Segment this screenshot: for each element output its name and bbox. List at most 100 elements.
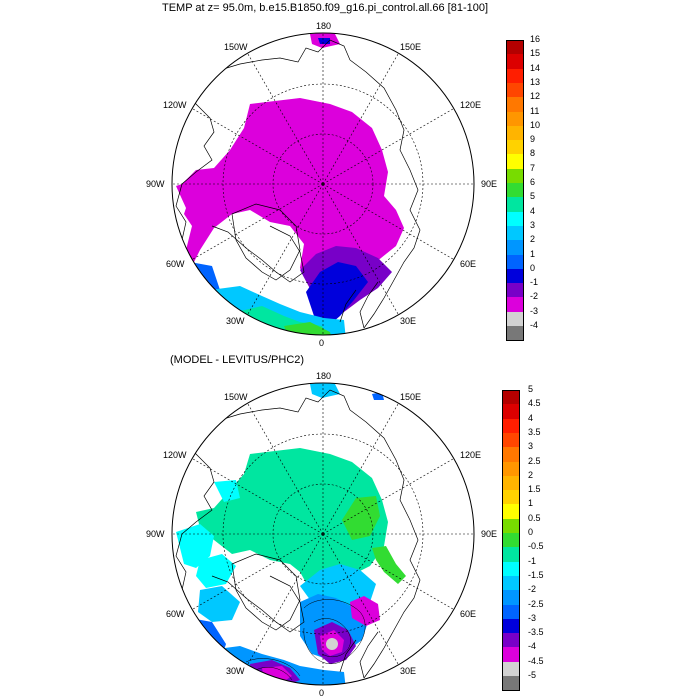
colorbar-swatch: [506, 40, 524, 55]
colorbar-swatch: [502, 633, 520, 648]
colorbar-label: -2: [530, 291, 539, 302]
lon-label-90e: 90E: [481, 529, 498, 539]
lon-label-60w: 60W: [166, 609, 185, 619]
colorbar-label: 3: [530, 219, 536, 230]
coastline-scandinavia: [339, 281, 379, 329]
colorbar-swatch: [502, 447, 520, 462]
bering-field: [310, 383, 340, 398]
colorbar-label: 3: [528, 441, 534, 452]
colorbar-swatch: [502, 647, 520, 663]
colorbar-swatch: [506, 82, 524, 98]
lon-label-150w: 150W: [224, 42, 248, 52]
colorbar-label: 2.5: [528, 455, 541, 466]
colorbar-swatch: [502, 618, 520, 634]
colorbar-label: 7: [530, 162, 536, 173]
colorbar-swatch: [506, 111, 524, 127]
lon-label-150w: 150W: [224, 392, 248, 402]
colorbar-label: 9: [530, 134, 536, 145]
colorbar-label: 1: [530, 248, 536, 259]
lon-label-90w: 90W: [146, 529, 165, 539]
lon-label-60e: 60E: [460, 609, 477, 619]
colorbar-swatch: [506, 268, 524, 284]
graticule: [172, 383, 474, 685]
colorbar-swatch: [506, 97, 524, 112]
colorbar-label: 14: [530, 62, 541, 73]
colorbar-swatch: [502, 404, 520, 420]
colorbar-label: 8: [530, 148, 536, 159]
colorbar-label: 15: [530, 48, 541, 59]
lon-label-120w: 120W: [163, 450, 187, 460]
difference-map-panel: (MODEL - LEVITUS/PHC2): [0, 350, 700, 700]
colorbar-label: 3.5: [528, 426, 541, 437]
colorbar-label: 4: [530, 205, 536, 216]
bering-field-cold: [318, 38, 330, 44]
coastline-scandinavia: [339, 631, 379, 679]
colorbar-label: 4: [528, 412, 534, 423]
map-title: TEMP at z= 95.0m, b.e15.B1850.f09_g16.pi…: [162, 2, 489, 14]
lon-label-0: 0: [319, 688, 325, 698]
lon-label-60w: 60W: [166, 259, 185, 269]
colorbar-swatch: [506, 54, 524, 70]
colorbar-swatch: [502, 590, 520, 605]
north-atlantic-hot-field: [284, 322, 332, 335]
colorbar-swatch: [506, 283, 524, 298]
colorbar-swatch: [502, 547, 520, 563]
colorbar-label: 6: [530, 177, 536, 187]
coastline-eurasia: [349, 409, 421, 679]
lon-label-30w: 30W: [226, 316, 245, 326]
colorbar-label: 0.5: [528, 512, 541, 523]
colorbar-swatch: [506, 140, 524, 155]
lon-label-90e: 90E: [481, 179, 498, 189]
map-border: [171, 32, 475, 336]
colorbar-label: -3: [530, 305, 539, 316]
colorbar-label: 2: [530, 234, 536, 245]
polar-map: [171, 382, 475, 686]
colorbar-label: 2: [528, 469, 534, 480]
colorbar-swatch: [506, 125, 524, 141]
lon-label-0: 0: [319, 338, 325, 348]
archipelago-field: [176, 178, 230, 226]
colorbar-swatch: [502, 676, 520, 691]
colorbar-label: 1.5: [528, 484, 541, 495]
colorbar-swatch: [502, 432, 520, 448]
colorbar-swatch: [506, 154, 524, 170]
colorbar-label: 13: [530, 76, 541, 87]
colorbar-label: -4.5: [528, 655, 544, 666]
colorbar-swatch: [502, 461, 520, 477]
lon-label-180: 180: [316, 21, 332, 31]
colorbar-swatch: [506, 197, 524, 213]
colorbar-label: 5: [530, 191, 536, 202]
colorbar-swatch: [502, 390, 520, 405]
graticule: [172, 33, 474, 335]
colorbar-swatch: [506, 183, 524, 198]
lon-label-30e: 30E: [400, 666, 417, 676]
norwegian-sea-min: [326, 638, 338, 650]
colorbar-label: 10: [530, 119, 541, 130]
colorbar-swatch: [502, 475, 520, 491]
colorbar-label: 0: [530, 262, 536, 273]
lon-label-150e: 150E: [400, 42, 422, 52]
lon-label-150e: 150E: [400, 392, 422, 402]
baffin-bay-field: [198, 586, 240, 622]
colorbar-swatch: [502, 518, 520, 534]
coastline-greenland: [231, 553, 301, 631]
colorbar-label: -1: [530, 277, 539, 288]
lon-label-30e: 30E: [400, 316, 417, 326]
colorbar-swatch: [506, 326, 524, 341]
colorbar-label: -1: [528, 555, 537, 566]
colorbar-swatch: [502, 533, 520, 548]
colorbar-label: -2.5: [528, 598, 544, 609]
colorbar-label: -3.5: [528, 627, 544, 638]
barents-anomaly: [350, 596, 380, 626]
colorbar-label: 12: [530, 91, 541, 102]
colorbar-label: -3: [528, 612, 537, 623]
lon-label-120e: 120E: [460, 100, 482, 110]
colorbar-label: 16: [530, 34, 541, 44]
siberian-shelf-field: [342, 496, 406, 584]
colorbar-label: -5: [528, 670, 537, 680]
lon-label-60e: 60E: [460, 259, 477, 269]
colorbar-label: -0.5: [528, 541, 544, 552]
lon-label-120w: 120W: [163, 100, 187, 110]
colorbar-swatch: [502, 418, 520, 434]
colorbar-swatch: [506, 211, 524, 227]
